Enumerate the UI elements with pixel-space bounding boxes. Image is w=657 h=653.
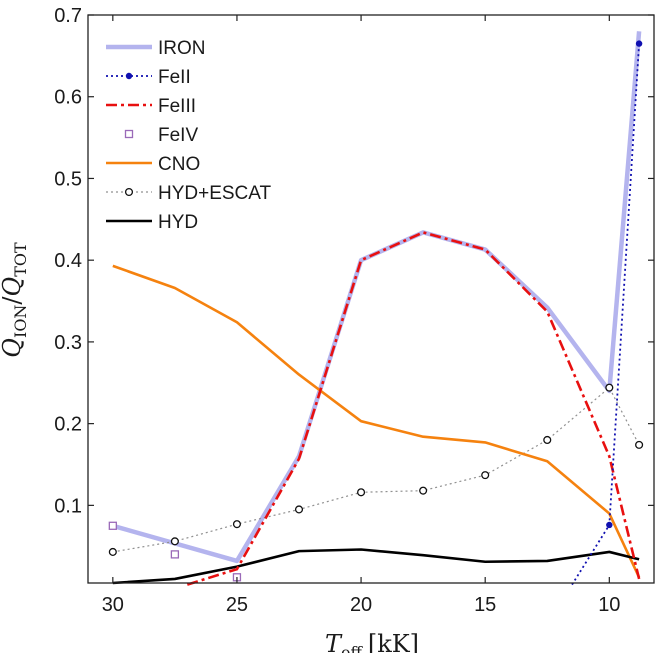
- legend-label: HYD: [158, 212, 198, 233]
- data-point-hyd-escat: [357, 488, 366, 497]
- x-tick-label: 25: [226, 594, 248, 616]
- data-point-hyd-escat: [232, 520, 241, 529]
- data-point-feii: [606, 521, 613, 529]
- plot-frame: [87, 14, 655, 584]
- legend: IRON FeII FeIII FeIV CNO HYD+ESCAT HYD: [106, 38, 272, 233]
- legend-item-hyd: HYD: [106, 212, 198, 233]
- legend-marker: [125, 72, 133, 80]
- series-line-hyd-escat: [112, 386, 640, 553]
- plot-series: [108, 31, 644, 586]
- y-tick-label: 0.3: [54, 332, 82, 354]
- data-point-hyd-escat: [294, 505, 304, 514]
- series-line-feii: [571, 43, 641, 586]
- x-tick-label: 20: [350, 594, 372, 616]
- series-line-feiii: [186, 231, 641, 586]
- data-point-hyd-escat: [543, 435, 552, 445]
- data-point-hyd-escat: [108, 547, 117, 556]
- data-point-hyd-escat: [635, 440, 644, 449]
- legend-item-cno: CNO: [106, 154, 200, 175]
- series-line-iron: [112, 31, 642, 564]
- series-hyd: [112, 548, 640, 585]
- y-tick-label: 0.7: [54, 5, 82, 27]
- legend-item-feiv: FeIV: [124, 125, 198, 146]
- series-cno: [112, 264, 641, 578]
- series-feii: [571, 40, 643, 586]
- y-axis-label: QION/QTOT: [0, 242, 30, 358]
- y-tick-label: 0.4: [54, 250, 82, 272]
- series-line-hyd: [112, 548, 640, 585]
- data-point-feiv: [108, 521, 117, 530]
- series-line-cno: [112, 264, 641, 578]
- data-point-hyd-escat: [481, 471, 490, 480]
- y-tick-label: 0.5: [54, 168, 82, 190]
- legend-item-feii: FeII: [106, 67, 191, 88]
- data-point-feiv: [170, 550, 180, 559]
- y-tick-label: 0.2: [54, 414, 82, 436]
- legend-item-iron: IRON: [106, 38, 206, 59]
- data-point-feii: [635, 40, 643, 47]
- legend-label: IRON: [158, 38, 206, 59]
- data-point-hyd-escat: [605, 383, 614, 392]
- x-tick-label: 15: [474, 594, 496, 616]
- legend-item-feiii: FeIII: [106, 96, 196, 117]
- series-iron: [112, 31, 642, 564]
- legend-label: FeIII: [158, 96, 196, 117]
- legend-label: FeIV: [158, 125, 198, 146]
- axes: 30 25 20 15 10 0.1 0.2 0.3 0.4 0.5 0.6 0.7: [54, 5, 654, 616]
- legend-marker: [124, 129, 134, 139]
- series-hyd-escat: [108, 383, 644, 556]
- x-tick-label: 10: [598, 594, 620, 616]
- legend-label: CNO: [158, 154, 200, 175]
- series-feiii: [186, 231, 641, 586]
- legend-label: FeII: [158, 67, 191, 88]
- legend-marker: [124, 187, 134, 197]
- data-point-hyd-escat: [419, 486, 428, 495]
- data-point-hyd-escat: [170, 537, 179, 546]
- x-tick-label: 30: [102, 594, 124, 616]
- y-tick-label: 0.6: [54, 87, 82, 109]
- legend-item-hyd-escat: HYD+ESCAT: [106, 183, 272, 204]
- y-tick-label: 0.1: [54, 495, 82, 517]
- x-axis-label: Teff [kK]: [325, 630, 419, 653]
- legend-label: HYD+ESCAT: [158, 183, 272, 204]
